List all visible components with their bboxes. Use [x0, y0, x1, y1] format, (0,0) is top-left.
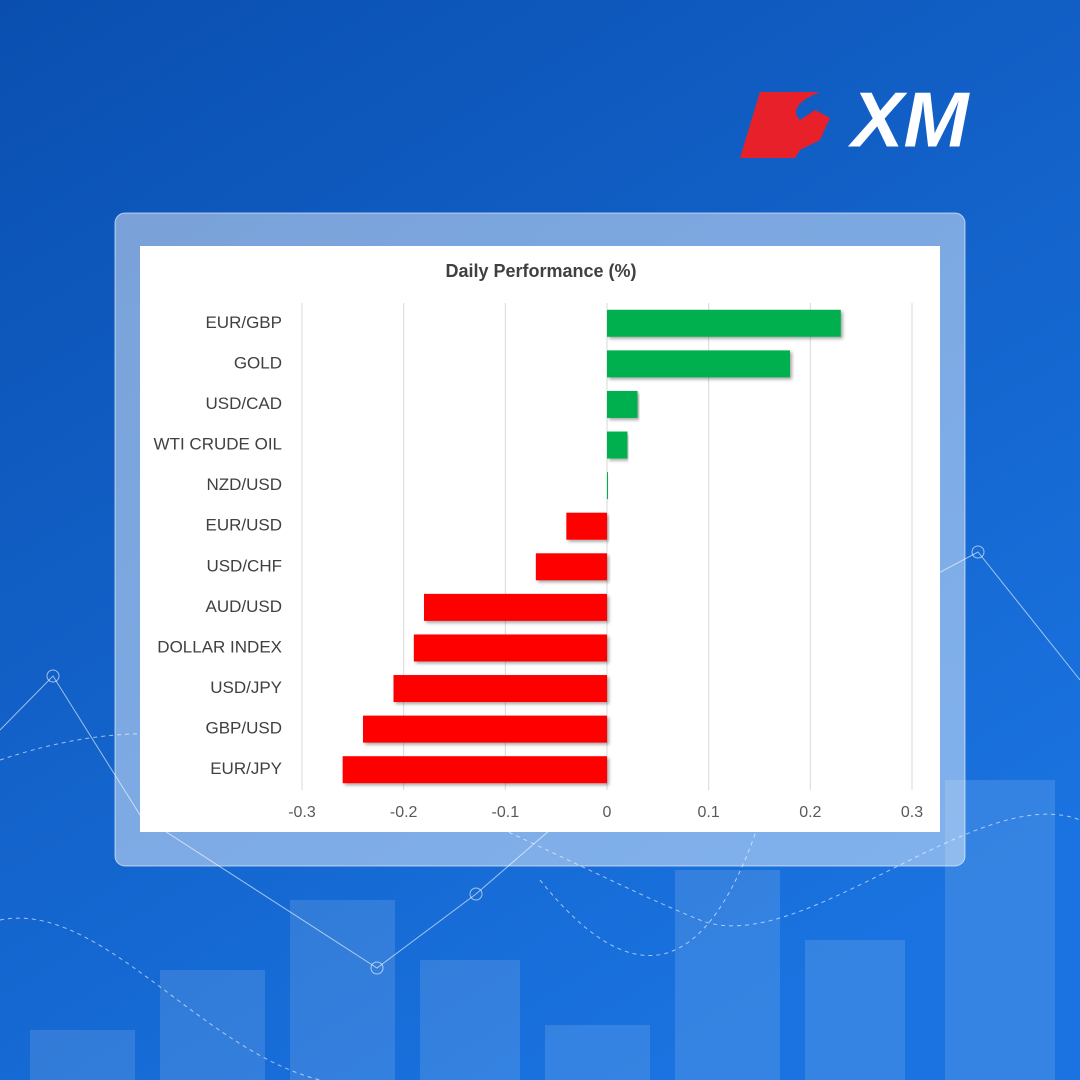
- bar: [566, 512, 607, 540]
- x-tick-label: 0: [603, 804, 612, 821]
- y-tick-label: EUR/JPY: [210, 759, 282, 778]
- y-tick-label: GBP/USD: [205, 719, 282, 738]
- y-tick-label: NZD/USD: [206, 475, 282, 494]
- logo-text: XM: [848, 76, 971, 164]
- bar: [363, 715, 607, 743]
- bar: [607, 431, 628, 459]
- decoration: [30, 780, 1055, 1080]
- bar: [424, 593, 607, 621]
- y-tick-label: WTI CRUDE OIL: [154, 435, 282, 454]
- y-tick-label: DOLLAR INDEX: [157, 637, 282, 656]
- x-tick-label: 0.1: [698, 804, 720, 821]
- bar: [607, 390, 638, 418]
- plot: -0.3 -0.2 -0.1 0 0.1 0.2 0.3 EUR/GBP GOLD USD/CAD…: [154, 303, 923, 821]
- y-tick-label: EUR/GBP: [205, 313, 282, 332]
- bar: [535, 553, 607, 581]
- y-tick-label: AUD/USD: [205, 597, 282, 616]
- x-tick-label: 0.3: [901, 804, 923, 821]
- x-tick-label: -0.2: [390, 804, 418, 821]
- bar: [393, 675, 607, 703]
- bar: [607, 472, 608, 500]
- x-tick-label: 0.2: [799, 804, 821, 821]
- bar: [413, 634, 607, 662]
- x-tick-label: -0.3: [288, 804, 316, 821]
- logo-icon: [740, 92, 830, 158]
- bar: [607, 309, 841, 337]
- chart-title: Daily Performance (%): [445, 261, 636, 281]
- bar: [342, 756, 607, 784]
- bar: [607, 350, 790, 378]
- y-tick-label: GOLD: [234, 353, 282, 372]
- y-tick-label: EUR/USD: [205, 516, 282, 535]
- y-tick-label: USD/CAD: [205, 394, 282, 413]
- logo: XM: [740, 76, 971, 164]
- y-tick-label: USD/JPY: [210, 678, 282, 697]
- y-tick-label: USD/CHF: [206, 556, 282, 575]
- x-tick-label: -0.1: [492, 804, 520, 821]
